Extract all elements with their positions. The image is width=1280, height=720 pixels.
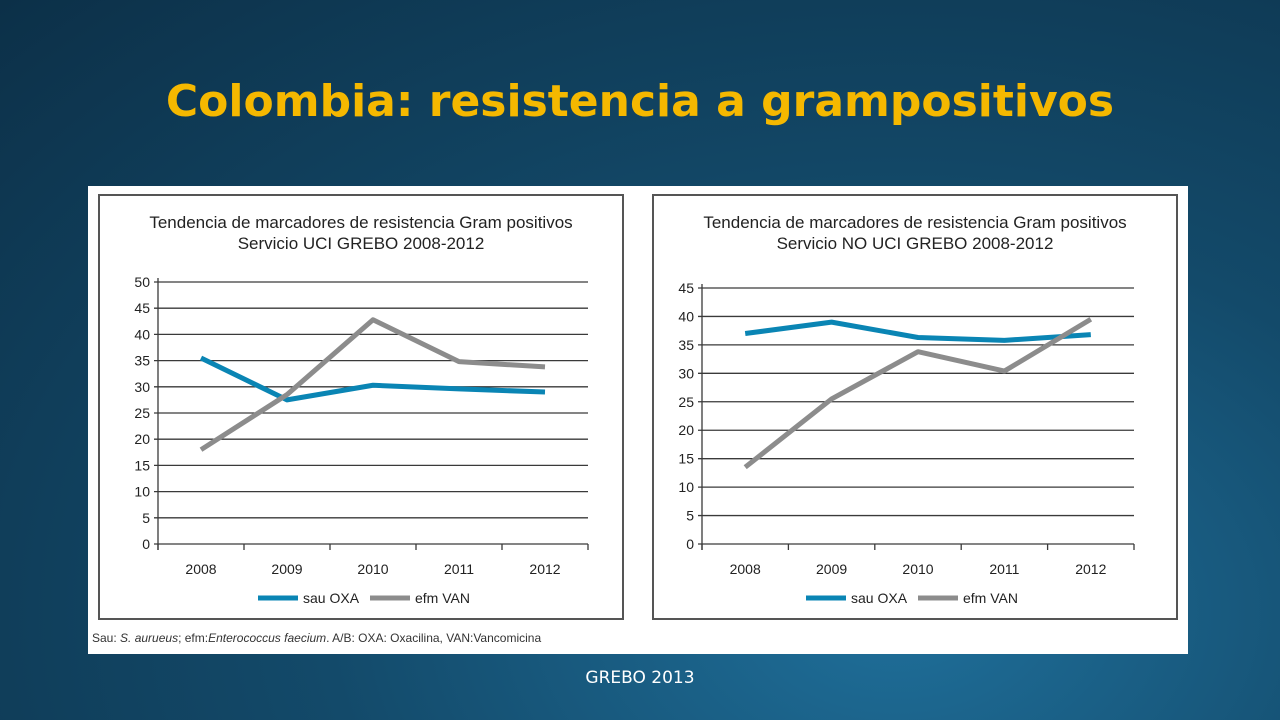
chart-no-uci-title-block: Tendencia de marcadores de resistencia G… xyxy=(654,212,1176,254)
x-tick-label: 2009 xyxy=(271,561,302,577)
x-tick-label: 2008 xyxy=(730,561,761,577)
chart-no-uci-title: Tendencia de marcadores de resistencia G… xyxy=(703,213,1127,232)
chart-no-uci-plot: 0 5 10 15 20 25 30 35 40 45 2008 2009 2010 2011 2012 sa… xyxy=(678,280,1135,606)
slide-title: Colombia: resistencia a grampositivos xyxy=(165,76,1115,127)
x-tick-label: 2012 xyxy=(1075,561,1106,577)
series-line-sau-oxa xyxy=(744,319,1091,343)
x-tick-label: 2010 xyxy=(902,561,933,577)
y-tick-label: 40 xyxy=(134,326,150,342)
y-tick-label: 15 xyxy=(678,451,694,467)
x-tick-label: 2011 xyxy=(989,561,1019,577)
x-tick-label: 2011 xyxy=(444,561,474,577)
y-tick-label: 0 xyxy=(142,536,150,552)
y-tick-label: 35 xyxy=(678,337,694,353)
legend-label: sau OXA xyxy=(303,590,360,606)
source-note-efm-species: Enterococcus faecium xyxy=(208,631,327,645)
y-tick-label: 20 xyxy=(678,422,694,438)
y-tick-label: 0 xyxy=(686,536,694,552)
source-note-prefix: Sau: xyxy=(92,631,121,645)
series-line-efm-van xyxy=(743,317,1093,470)
x-tick-label: 2010 xyxy=(357,561,388,577)
chart-no-uci-subtitle: Servicio NO UCI GREBO 2008-2012 xyxy=(776,234,1054,253)
chart-uci-subtitle: Servicio UCI GREBO 2008-2012 xyxy=(237,234,485,253)
y-tick-label: 30 xyxy=(678,365,694,381)
y-tick-label: 5 xyxy=(142,510,150,526)
chart-no-uci: Tendencia de marcadores de resistencia G… xyxy=(652,194,1178,620)
y-tick-label: 15 xyxy=(134,457,150,473)
source-note-suffix: . A/B: OXA: Oxacilina, VAN:Vancomicina xyxy=(326,631,542,645)
y-tick-label: 35 xyxy=(134,353,150,369)
y-tick-label: 10 xyxy=(678,479,694,495)
source-note: Sau: S. aurueus; efm:Enterococcus faeciu… xyxy=(92,631,541,645)
legend-label: efm VAN xyxy=(415,590,470,606)
chart-uci-title: Tendencia de marcadores de resistencia G… xyxy=(149,213,573,232)
source-note-sau-species: S. aurueus xyxy=(120,631,179,645)
y-tick-label: 50 xyxy=(134,274,150,290)
x-tick-label: 2008 xyxy=(185,561,216,577)
footer-credit: GREBO 2013 xyxy=(585,668,695,688)
y-tick-label: 45 xyxy=(134,300,150,316)
chart-uci-plot: 0 5 10 15 20 25 30 35 40 45 50 2008 2009 2010 2011 2012… xyxy=(134,274,589,606)
y-tick-label: 5 xyxy=(686,508,694,524)
y-tick-label: 25 xyxy=(678,394,694,410)
legend-label: efm VAN xyxy=(963,590,1018,606)
y-tick-label: 10 xyxy=(134,484,150,500)
x-tick-label: 2012 xyxy=(529,561,560,577)
chart-uci: Tendencia de marcadores de resistencia G… xyxy=(98,194,624,620)
y-tick-label: 25 xyxy=(134,405,150,421)
y-tick-label: 45 xyxy=(678,280,694,296)
legend-label: sau OXA xyxy=(851,590,908,606)
x-tick-label: 2009 xyxy=(816,561,847,577)
figure-panel: Tendencia de marcadores de resistencia G… xyxy=(88,186,1188,654)
y-tick-label: 30 xyxy=(134,379,150,395)
source-note-efm-prefix: ; efm: xyxy=(178,631,209,645)
y-tick-label: 40 xyxy=(678,308,694,324)
chart-uci-title-block: Tendencia de marcadores de resistencia G… xyxy=(100,212,622,254)
y-tick-label: 20 xyxy=(134,431,150,447)
